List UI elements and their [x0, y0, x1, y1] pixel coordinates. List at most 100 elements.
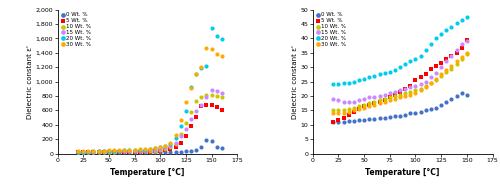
Point [151, 149, 159, 152]
Point [162, 147, 170, 151]
Point [136, 150, 143, 153]
Point [334, 83, 342, 86]
Y-axis label: Dielectric constant ε': Dielectric constant ε' [292, 45, 298, 118]
Point [94, 151, 102, 154]
Point [452, 51, 460, 54]
Point [401, 92, 409, 95]
Point [198, 105, 205, 108]
Point [94, 149, 102, 152]
Point [192, 99, 200, 103]
Point [212, 53, 220, 56]
Point [427, 67, 435, 70]
Point [172, 137, 179, 140]
Point [380, 97, 388, 100]
Point [94, 150, 102, 153]
Point [442, 70, 450, 73]
Point [100, 151, 108, 154]
Point [452, 21, 460, 24]
Point [162, 151, 170, 154]
Point [412, 79, 420, 82]
Point [202, 138, 210, 142]
Point [110, 150, 118, 153]
Point [344, 120, 352, 123]
Point [401, 63, 409, 66]
Point [120, 151, 128, 154]
Point [386, 116, 394, 119]
Point [79, 151, 87, 154]
Point [146, 151, 154, 154]
Point [110, 149, 118, 152]
Point [452, 60, 460, 63]
Point [386, 96, 394, 99]
Point [391, 93, 399, 96]
Point [100, 150, 108, 153]
Point [218, 147, 226, 150]
Point [432, 71, 440, 74]
Point [84, 150, 92, 153]
Point [208, 26, 216, 29]
Point [177, 150, 185, 153]
Point [84, 151, 92, 154]
Point [198, 96, 205, 99]
Point [136, 148, 143, 151]
Point [365, 96, 373, 99]
Point [391, 69, 399, 72]
Point [330, 97, 338, 100]
Point [94, 150, 102, 153]
Point [120, 151, 128, 154]
Point [365, 102, 373, 105]
Point [212, 94, 220, 98]
Point [79, 151, 87, 154]
Point [218, 92, 226, 95]
Point [90, 151, 98, 154]
Point [90, 149, 98, 152]
Point [162, 145, 170, 148]
Point [432, 77, 440, 80]
Point [416, 87, 424, 90]
Point [115, 149, 123, 152]
Point [442, 100, 450, 103]
Point [365, 76, 373, 79]
Point [130, 151, 138, 154]
Point [146, 150, 154, 153]
Point [100, 149, 108, 152]
Point [136, 149, 143, 152]
Point [218, 96, 226, 99]
Point [406, 93, 414, 96]
Point [208, 93, 216, 96]
Point [396, 93, 404, 96]
Point [192, 72, 200, 75]
Point [208, 139, 216, 142]
Point [100, 151, 108, 154]
Point [330, 120, 338, 123]
Point [84, 150, 92, 153]
Point [198, 103, 205, 106]
Point [182, 110, 190, 113]
Point [79, 150, 87, 153]
Point [105, 150, 113, 153]
Point [202, 93, 210, 96]
Point [412, 84, 420, 88]
Point [110, 151, 118, 154]
Point [90, 151, 98, 154]
Point [401, 87, 409, 90]
Point [166, 145, 174, 148]
Point [115, 151, 123, 154]
Point [177, 133, 185, 136]
Point [437, 74, 445, 77]
Point [401, 94, 409, 98]
Point [146, 147, 154, 150]
X-axis label: Temperature [°C]: Temperature [°C] [366, 168, 440, 177]
Point [380, 99, 388, 102]
Point [90, 150, 98, 153]
Point [126, 151, 134, 154]
Point [90, 150, 98, 153]
Point [406, 112, 414, 115]
Point [463, 93, 471, 96]
Point [156, 151, 164, 154]
Point [437, 61, 445, 65]
Point [156, 149, 164, 152]
Point [218, 38, 226, 41]
Point [350, 106, 358, 109]
Point [442, 69, 450, 72]
